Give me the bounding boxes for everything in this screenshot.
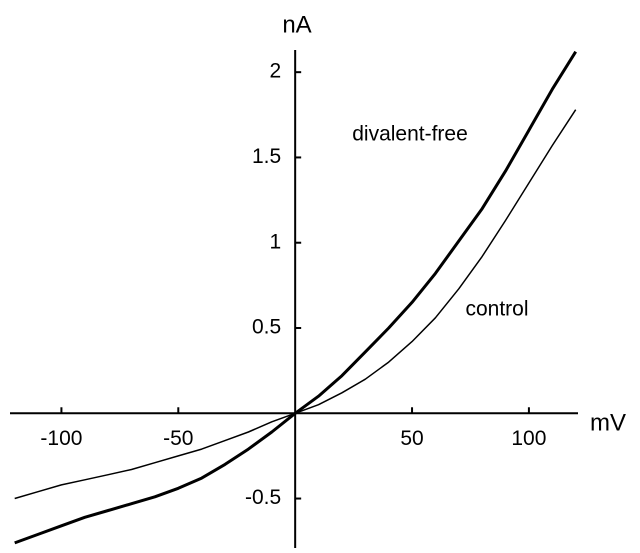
x-tick-label: -100 bbox=[40, 427, 82, 450]
y-tick-label: -0.5 bbox=[245, 486, 281, 509]
x-tick-label: 100 bbox=[511, 427, 546, 450]
y-tick-label: 2 bbox=[269, 60, 281, 83]
y-tick-label: 1.5 bbox=[252, 145, 281, 168]
x-axis-label: mV bbox=[590, 409, 626, 436]
series-label: divalent-free bbox=[352, 123, 468, 146]
y-tick-label: 0.5 bbox=[252, 316, 281, 339]
y-tick-label: 1 bbox=[269, 230, 281, 253]
x-tick-label: 50 bbox=[400, 427, 423, 450]
curve bbox=[14, 109, 577, 500]
y-axis-label: nA bbox=[282, 11, 311, 38]
series-label: control bbox=[465, 298, 528, 321]
x-tick-label: -50 bbox=[163, 427, 193, 450]
